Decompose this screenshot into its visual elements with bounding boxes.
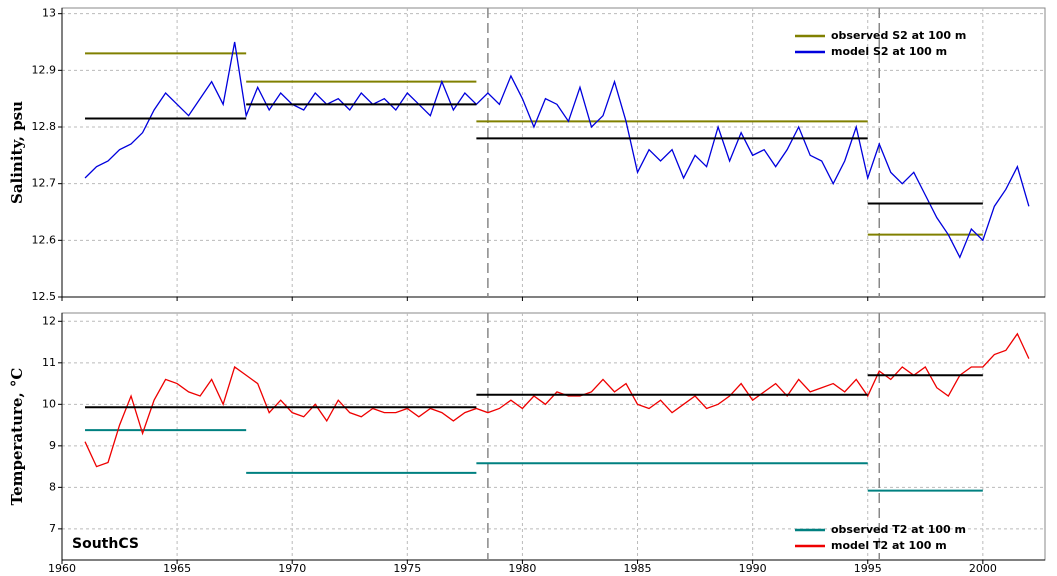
- x-tick-label: 1975: [393, 562, 421, 575]
- x-tick-label: 1970: [278, 562, 306, 575]
- x-tick-label: 1965: [163, 562, 191, 575]
- y-tick-label: 7: [49, 522, 56, 535]
- x-tick-label: 1995: [854, 562, 882, 575]
- y-axis-label: Salinity, psu: [8, 101, 26, 204]
- series-line: [84, 332, 1030, 468]
- y-tick-label: 10: [42, 397, 56, 410]
- legend-label: model T2 at 100 m: [831, 539, 947, 552]
- x-tick-label: 2000: [969, 562, 997, 575]
- legend-label: observed S2 at 100 m: [831, 29, 966, 42]
- y-tick-label: 12.9: [32, 63, 57, 76]
- y-tick-label: 12: [42, 314, 56, 327]
- y-tick-label: 12.6: [32, 233, 57, 246]
- x-tick-label: 1990: [739, 562, 767, 575]
- y-tick-label: 11: [42, 356, 56, 369]
- y-tick-label: 12.8: [32, 120, 57, 133]
- y-tick-label: 9: [49, 439, 56, 452]
- x-tick-label: 1985: [624, 562, 652, 575]
- y-tick-label: 8: [49, 480, 56, 493]
- y-axis-label: Temperature, °C: [8, 368, 26, 506]
- plot-frame: [61, 7, 1046, 298]
- y-tick-label: 12.7: [32, 177, 57, 190]
- series-line: [84, 41, 1030, 259]
- x-tick-label: 1980: [508, 562, 536, 575]
- legend-label: observed T2 at 100 m: [831, 523, 966, 536]
- legend-label: model S2 at 100 m: [831, 45, 947, 58]
- plot-frame: [61, 312, 1046, 561]
- x-tick-label: 1960: [48, 562, 76, 575]
- y-tick-label: 13: [42, 7, 56, 20]
- annotation: SouthCS: [72, 536, 139, 552]
- y-tick-label: 12.5: [32, 290, 57, 303]
